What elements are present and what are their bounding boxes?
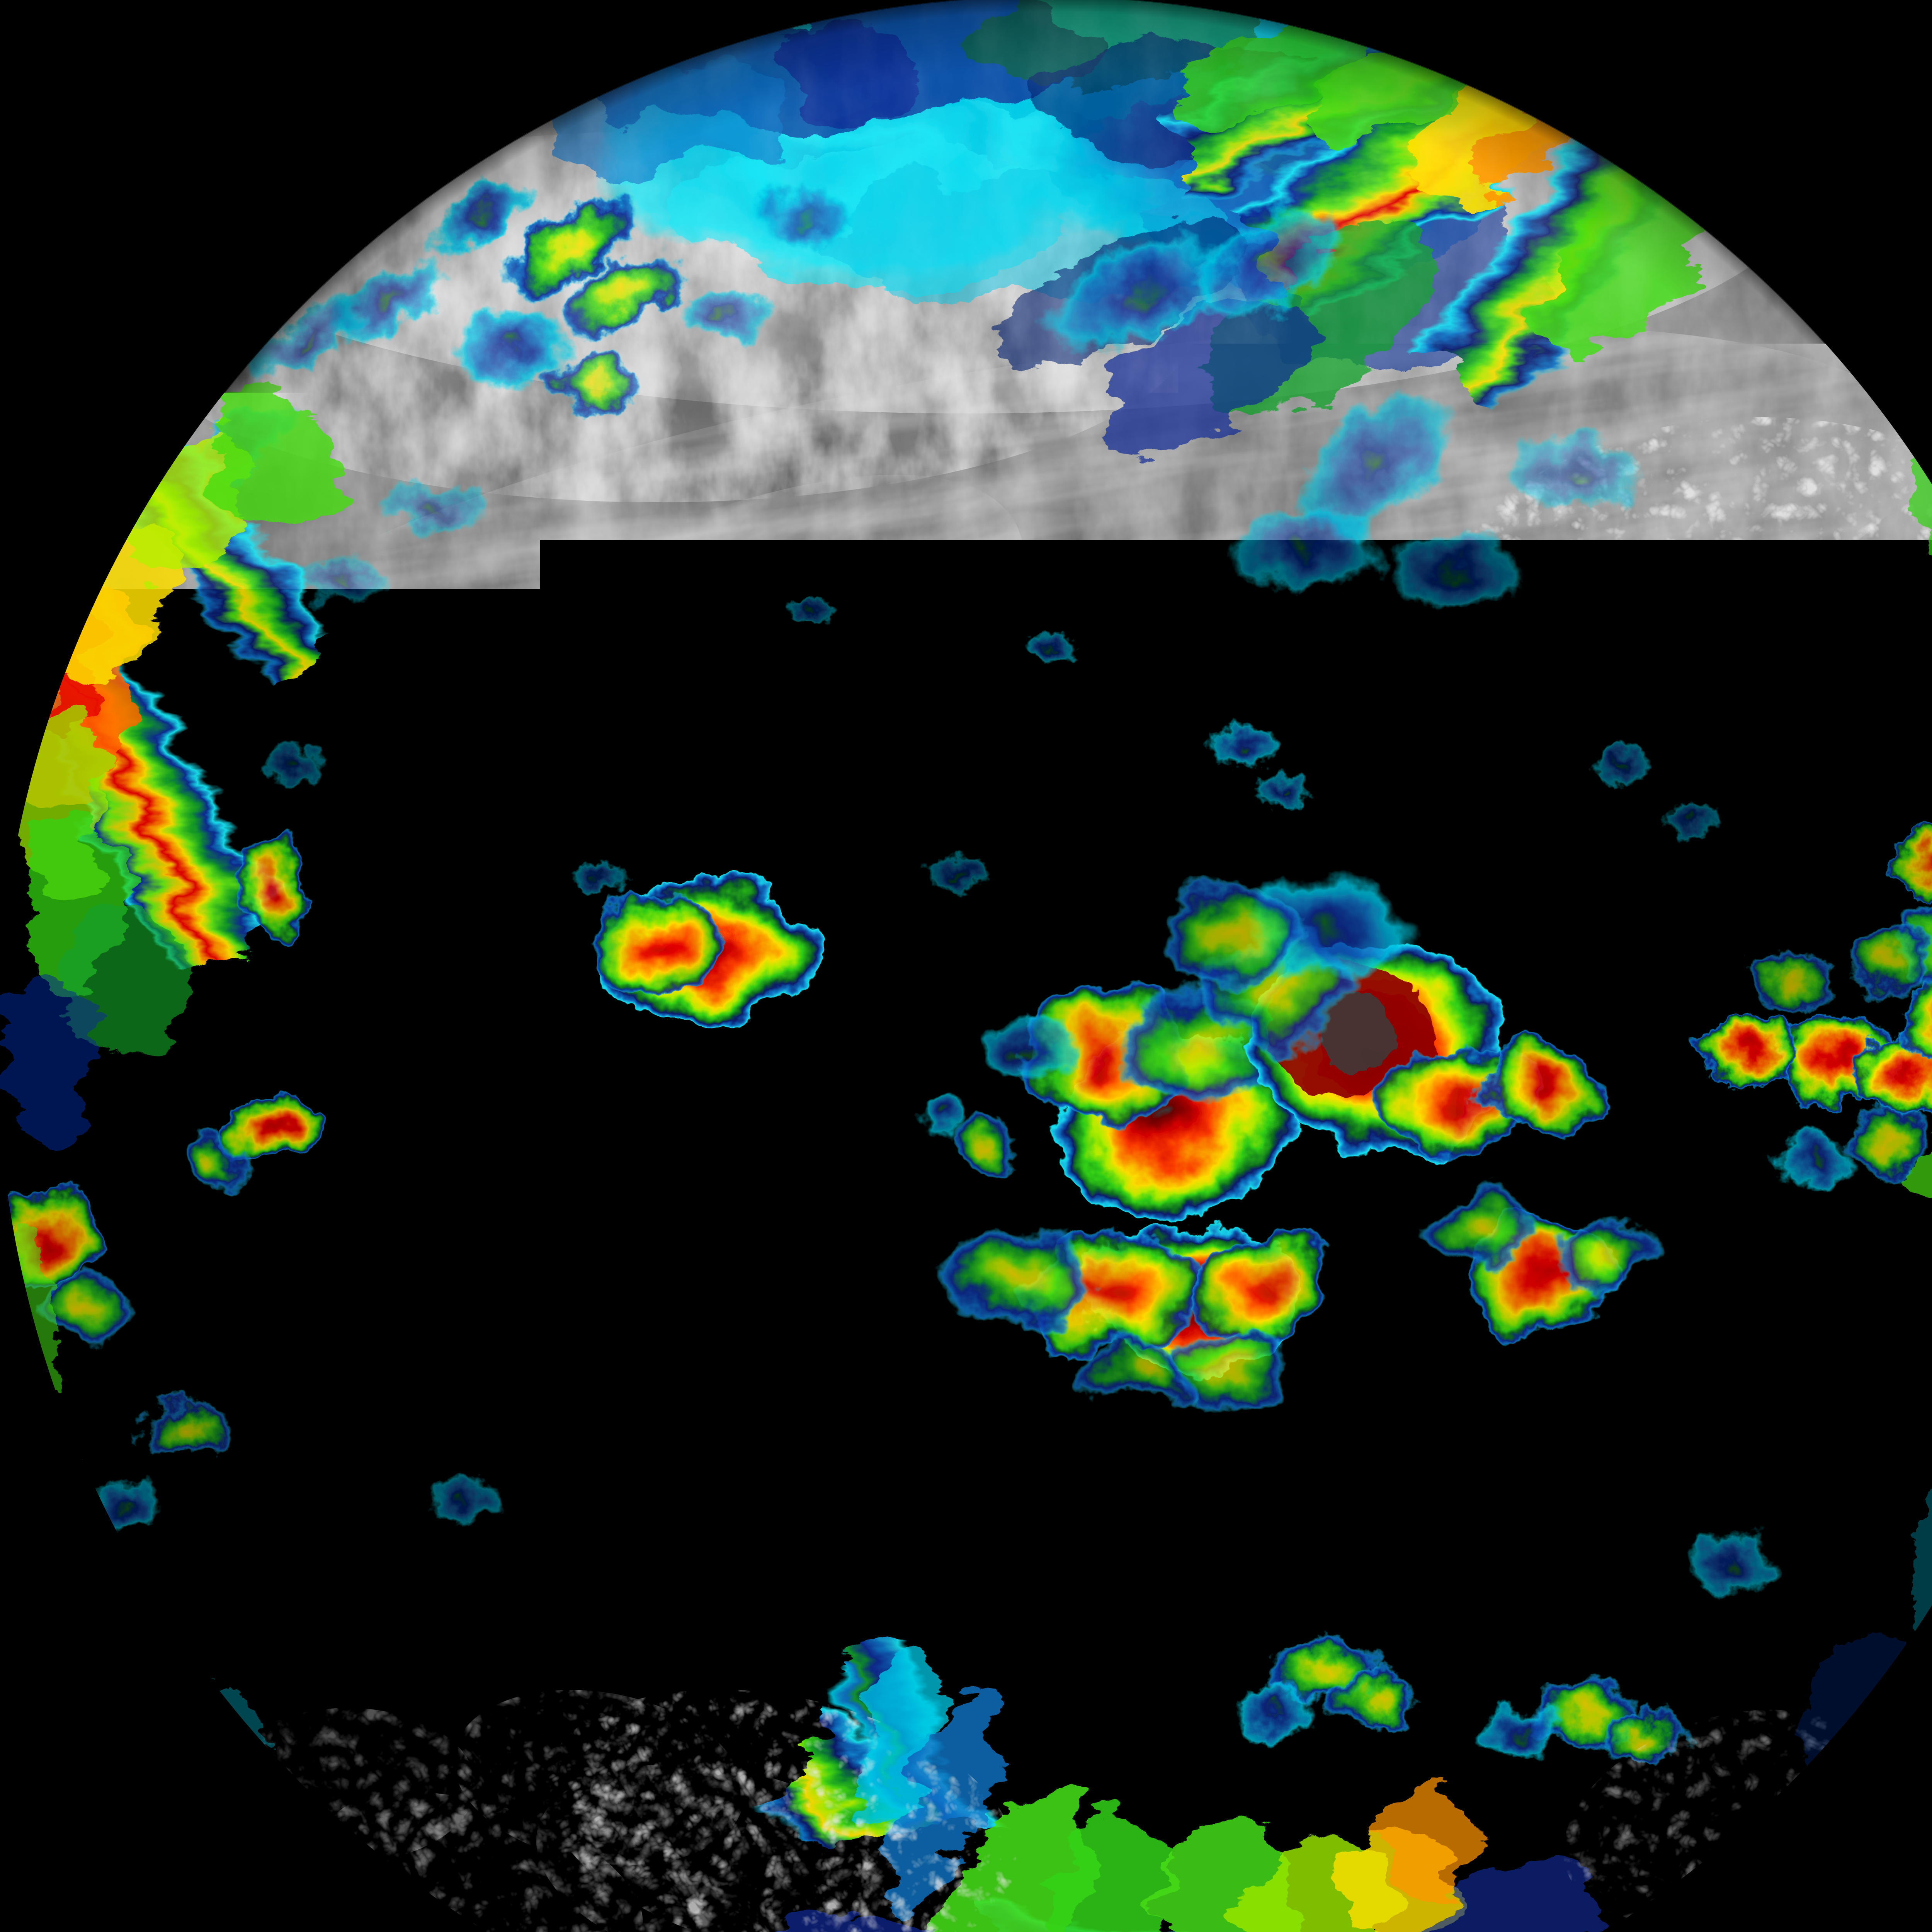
satellite-image-canvas: Full Disk Enhanced Infrared Satellite Im… xyxy=(0,0,1932,1932)
earth-full-disk xyxy=(0,0,1932,1932)
